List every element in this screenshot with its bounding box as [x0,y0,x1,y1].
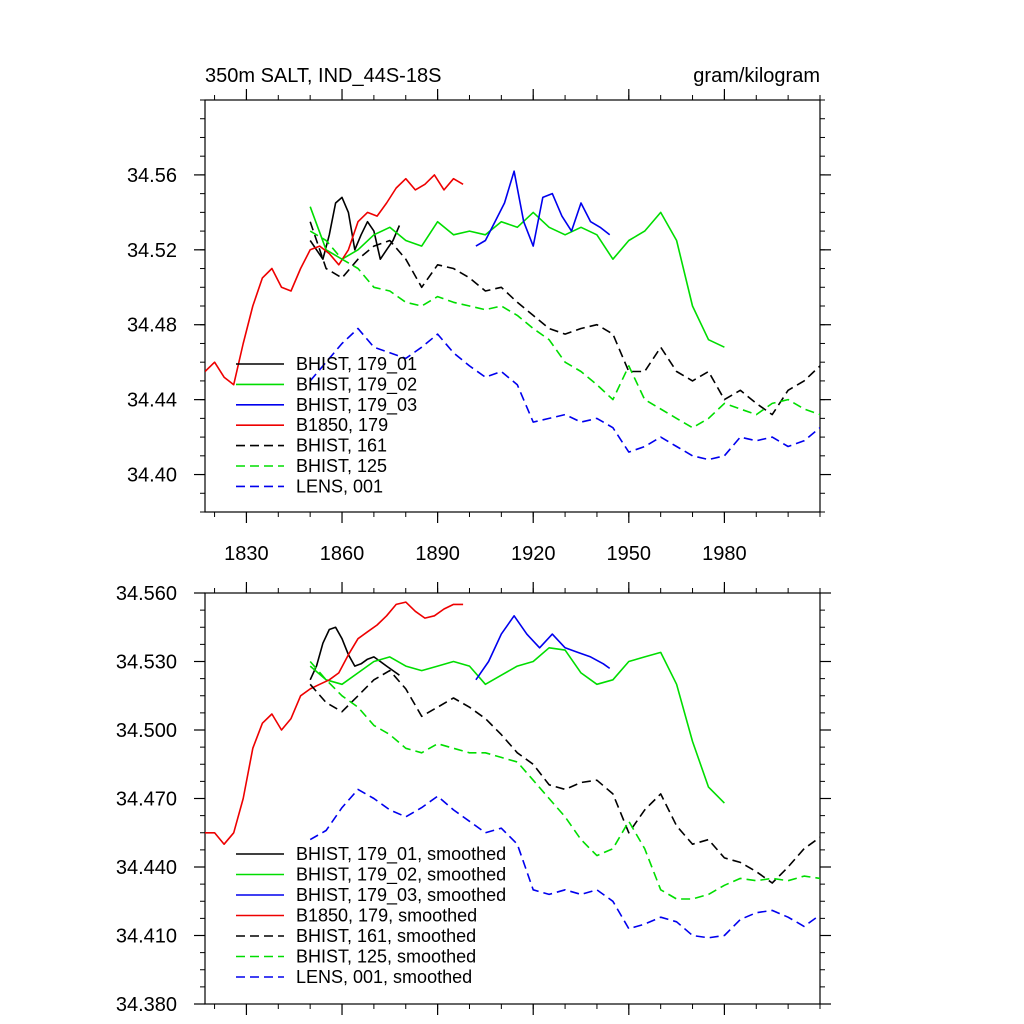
x-tick-label: 1950 [607,543,652,565]
series-line [309,221,820,416]
legend-label: BHIST, 161, smoothed [296,926,476,946]
legend-label: BHIST, 179_01 [296,354,417,375]
chart-title-right: gram/kilogram [693,65,820,87]
x-tick-label: 1860 [320,543,365,565]
top-panel: 34.40 34.44 34.48 34.52 34.56 1830 1860 1890 192… [127,65,831,565]
chart-title-left: 350m SALT, IND_44S-18S [205,65,441,87]
series-line [205,174,464,386]
legend-label: BHIST, 179_01, smoothed [296,844,506,865]
x-tick-label: 1980 [702,543,747,565]
legend-label: B1850, 179, smoothed [296,906,477,926]
legend-label: BHIST, 179_03, smoothed [296,885,506,906]
legend-label: BHIST, 125 [296,456,387,476]
series-line [475,170,611,247]
x-tick-label: 1920 [511,543,556,565]
series-group [205,601,820,939]
y-tick-label: 34.44 [127,390,177,412]
legend-label: BHIST, 179_02, smoothed [296,865,506,886]
x-tick-label: 1830 [224,543,269,565]
series-line [475,615,611,681]
series-group [205,170,820,461]
series-line [309,660,820,900]
y-tick-label: 34.56 [127,165,177,187]
y-tick-label: 34.470 [116,789,177,811]
y-tick-label: 34.560 [116,583,177,605]
x-tick-label: 1890 [415,543,460,565]
y-tick-label: 34.40 [127,465,177,487]
legend-label: BHIST, 179_03 [296,395,417,416]
series-line [309,788,820,939]
legend-label: LENS, 001 [296,476,383,496]
legend-label: BHIST, 125, smoothed [296,947,476,967]
series-line [309,669,820,884]
y-tick-label: 34.48 [127,315,177,337]
series-line [309,626,400,681]
y-tick-label: 34.440 [116,857,177,879]
legend-label: B1850, 179 [296,415,388,435]
y-tick-label: 34.530 [116,652,177,674]
legend-label: BHIST, 161 [296,436,387,456]
y-tick-label: 34.52 [127,240,177,262]
legend-label: BHIST, 179_02 [296,374,417,395]
series-line [309,206,725,348]
y-tick-label: 34.380 [116,994,177,1016]
y-tick-label: 34.410 [116,926,177,948]
series-line [309,647,725,804]
legend-label: LENS, 001, smoothed [296,967,472,987]
bottom-panel: 34.380 34.410 34.440 34.470 34.500 34.530 34.5… [116,582,831,1016]
series-line [205,601,464,845]
y-tick-label: 34.500 [116,720,177,742]
series-line [309,230,820,429]
series-line [309,327,820,461]
